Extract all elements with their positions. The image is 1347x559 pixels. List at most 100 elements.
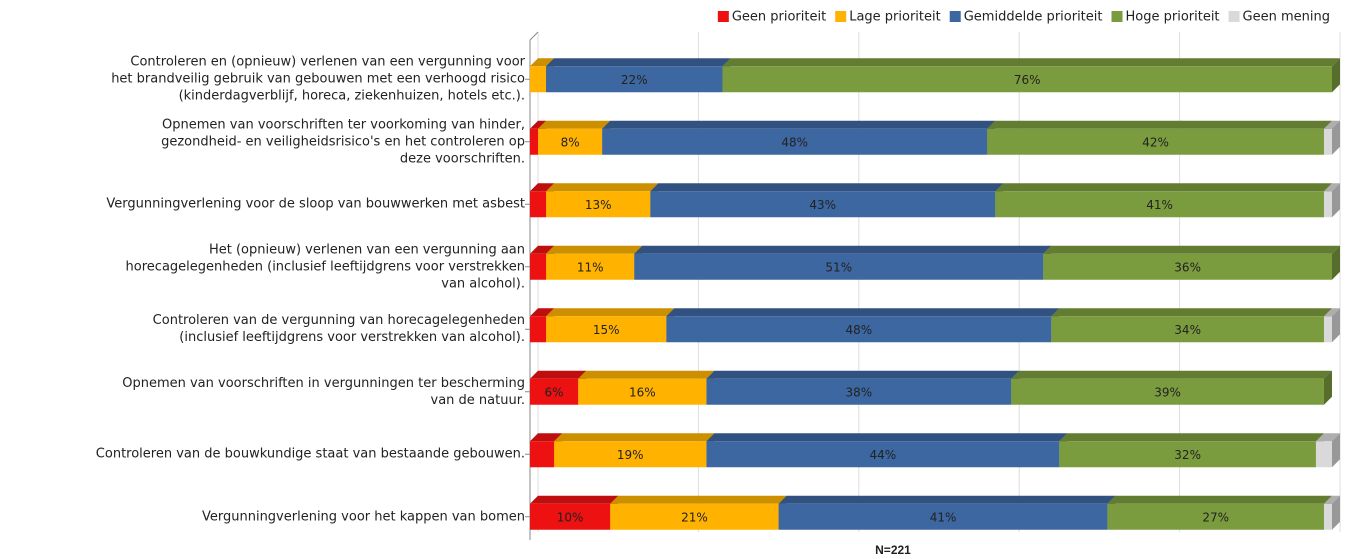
bar-face — [650, 183, 1004, 192]
category-label: Het (opnieuw) verlenen van een vergunnin… — [126, 241, 525, 292]
category-line: Controleren en (opnieuw) verlenen van ee… — [130, 54, 525, 70]
bar-face — [778, 503, 1108, 530]
legend-label: Lage prioriteit — [849, 10, 941, 25]
bar-face — [530, 370, 587, 379]
bar-face — [530, 120, 547, 129]
bar-face — [1332, 433, 1340, 468]
bar-face — [546, 58, 731, 67]
bar-face — [1323, 503, 1332, 530]
data-label: 10% — [557, 510, 584, 524]
bar-face — [610, 495, 787, 504]
bar-face — [1043, 245, 1340, 254]
bar-face — [1332, 245, 1340, 280]
bar-face — [1323, 128, 1332, 155]
bar-segment — [554, 433, 715, 468]
data-label: 41% — [930, 510, 957, 524]
data-label: 36% — [1174, 260, 1201, 274]
bar-face — [722, 66, 1332, 93]
category-line: deze voorschriften. — [399, 151, 525, 167]
bar-face — [1107, 503, 1324, 530]
bar-face — [1051, 316, 1324, 343]
data-label: 13% — [585, 198, 612, 212]
bar-segment — [706, 433, 1068, 468]
bar-face — [1323, 316, 1332, 343]
bar-face — [530, 441, 555, 468]
data-label: 48% — [845, 323, 872, 337]
bar-face — [530, 245, 555, 254]
bar-face — [538, 128, 603, 155]
category-line: Het (opnieuw) verlenen van een vergunnin… — [208, 242, 525, 258]
axis-line — [529, 31, 539, 41]
bar-face — [546, 316, 667, 343]
bar-face — [634, 253, 1044, 280]
bar-face — [546, 253, 635, 280]
data-label: 48% — [781, 135, 808, 149]
bar-face — [578, 370, 715, 379]
data-label: 41% — [1146, 198, 1173, 212]
bar-face — [546, 66, 723, 93]
category-line: van de natuur. — [430, 392, 525, 408]
bar-face — [1332, 308, 1340, 343]
bar-face — [602, 120, 996, 129]
bar-face — [530, 183, 555, 192]
category-line: van alcohol). — [441, 276, 525, 292]
legend-swatch — [1228, 11, 1240, 22]
legend-label: Gemiddelde prioriteit — [964, 10, 1103, 25]
bar-segment — [995, 183, 1332, 218]
bar-face — [1011, 370, 1332, 379]
data-label: 6% — [545, 385, 564, 399]
bar-face — [546, 245, 643, 254]
bar-segment — [666, 308, 1060, 343]
bar-face — [778, 495, 1116, 504]
bar-face — [1323, 191, 1332, 218]
bar-segment — [778, 495, 1116, 530]
bar-face — [1323, 495, 1340, 504]
data-label: 43% — [809, 198, 836, 212]
data-label: 38% — [845, 385, 872, 399]
legend-swatch — [835, 11, 847, 22]
bar-face — [1323, 308, 1340, 317]
bar-face — [706, 433, 1068, 442]
bar-face — [530, 128, 539, 155]
bar-face — [1323, 183, 1340, 192]
bar-face — [706, 378, 1012, 405]
data-label: 34% — [1174, 323, 1201, 337]
bar-face — [987, 128, 1324, 155]
category-label: Controleren van de vergunning van horeca… — [153, 312, 525, 346]
bar-face — [530, 253, 547, 280]
category-label: Vergunningverlening voor de sloop van bo… — [106, 196, 525, 213]
bar-face — [530, 433, 563, 442]
category-label: Vergunningverlening voor het kappen van … — [202, 508, 525, 525]
category-line: Opnemen van voorschriften in vergunninge… — [122, 375, 525, 391]
bar-face — [530, 308, 555, 317]
data-label: 32% — [1174, 448, 1201, 462]
bar-segment — [1043, 245, 1340, 280]
category-line: het brandveilig gebruik van gebouwen met… — [111, 71, 525, 87]
bar-face — [1332, 120, 1340, 155]
bar-face — [610, 503, 779, 530]
bar-segment — [722, 58, 1340, 93]
bar-segment — [987, 120, 1332, 155]
bar-face — [1315, 433, 1340, 442]
bar-face — [1323, 370, 1332, 405]
data-label: 8% — [561, 135, 580, 149]
legend-swatch — [1111, 11, 1123, 22]
data-label: 21% — [681, 510, 708, 524]
bar-face — [987, 120, 1332, 129]
bar-face — [666, 316, 1052, 343]
data-label: 19% — [617, 448, 644, 462]
data-label: 22% — [621, 73, 648, 87]
bar-face — [530, 66, 547, 93]
bar-segment — [546, 183, 659, 218]
legend-label: Hoge prioriteit — [1126, 10, 1220, 25]
category-line: horecagelegenheden (inclusief leeftijdgr… — [125, 259, 525, 275]
data-label: 42% — [1142, 135, 1169, 149]
data-label: 15% — [593, 323, 620, 337]
bar-face — [602, 128, 988, 155]
bar-face — [650, 191, 996, 218]
bar-face — [554, 441, 707, 468]
category-line: gezondheid- en veiligheidsrisico's en he… — [161, 134, 525, 150]
legend-swatch — [949, 11, 961, 22]
bar-face — [1043, 253, 1332, 280]
